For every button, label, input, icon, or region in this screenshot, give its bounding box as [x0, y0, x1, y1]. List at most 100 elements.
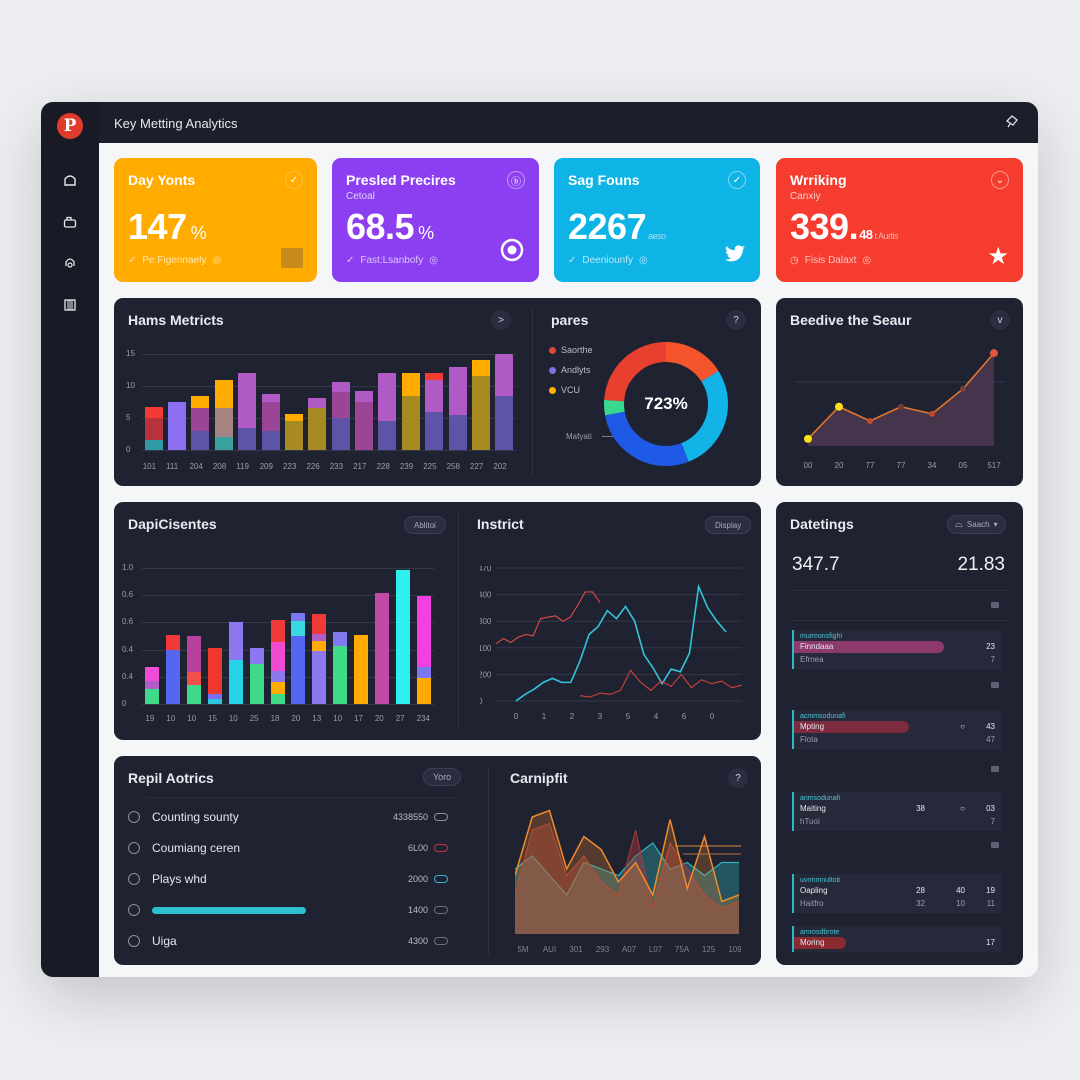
bar[interactable] [145, 568, 160, 704]
row-value: 17 [986, 938, 995, 947]
bar[interactable] [448, 354, 467, 450]
panel-title: Carnipfit [510, 770, 568, 786]
datetings-block[interactable]: murmonsfighi Finndaaa 23 Efrnea 7 [792, 630, 1001, 669]
chevron-down-button[interactable]: v [990, 310, 1010, 330]
yoro-pill[interactable]: Yoro [423, 768, 462, 786]
display-pill[interactable]: Display [705, 516, 752, 534]
legend-label: Saorthe [561, 345, 593, 355]
x-tick-label: 228 [376, 462, 390, 471]
repil-row[interactable]: Uiga 4300 [128, 930, 448, 952]
svg-text:6: 6 [682, 712, 687, 721]
help-button[interactable]: ? [728, 768, 748, 788]
repil-row[interactable]: Coumiang ceren 6L00 [128, 837, 448, 859]
bar[interactable] [331, 354, 350, 450]
row-value: 7 [990, 817, 995, 826]
toggle-chip-icon[interactable] [434, 906, 448, 914]
bar[interactable] [166, 568, 181, 704]
datetings-block[interactable]: uvrmmnultoit Oapling 28 40 19 Haitfro 32 10 11 [792, 874, 1001, 913]
beedive-area-chart: 00 20 77 77 34 05 517 [796, 338, 1004, 478]
kpi-title: Sag Founs [568, 172, 640, 188]
check-icon[interactable]: ✓ [285, 171, 303, 189]
bar[interactable] [355, 354, 374, 450]
bar[interactable] [312, 568, 327, 704]
datetings-block[interactable]: amrosdbrote Moring 17 [792, 926, 1001, 952]
bar[interactable] [425, 354, 444, 450]
bar[interactable] [308, 354, 327, 450]
legend-item[interactable]: Andlyts [549, 365, 591, 375]
bar[interactable] [168, 354, 187, 450]
bar-segment [312, 633, 327, 641]
bar[interactable] [144, 354, 163, 450]
panel-title: Repil Aotrics [128, 770, 214, 786]
bar-segment [333, 645, 348, 704]
bar[interactable] [471, 354, 490, 450]
bar[interactable] [354, 568, 368, 704]
toggle-chip-icon[interactable] [434, 937, 448, 945]
tag-settings-icon[interactable] [1004, 114, 1022, 132]
pinterest-logo-icon[interactable]: P [57, 113, 83, 139]
toggle-chip-icon[interactable] [434, 844, 448, 852]
kpi-card-wrriking[interactable]: Wrriking Canxiy 339.48 t Aurtis ◷ Fisis Da… [776, 158, 1023, 282]
repil-row[interactable]: 1400 [128, 899, 448, 921]
toggle-chip-icon[interactable] [434, 813, 448, 821]
bar[interactable] [395, 568, 410, 704]
row-value: 38 [916, 804, 925, 813]
bar[interactable] [416, 568, 431, 704]
bar[interactable] [261, 354, 280, 450]
bar[interactable] [291, 568, 306, 704]
repil-row[interactable]: Plays whd 2000 [128, 868, 448, 890]
dapi-bar-chart: 1.0 0.6 0.6 0.4 0.4 0 19 10 10 15 10 25 18 20 13 10 17 20… [122, 563, 434, 723]
block-row: Mpting ○ 43 [794, 720, 995, 733]
toggle-chip-icon[interactable] [434, 875, 448, 883]
donut-slice [604, 342, 728, 466]
datetings-block[interactable]: acmmsodunafi Mpting ○ 43 Flota 47 [792, 710, 1001, 749]
bar-segment [214, 408, 233, 438]
bar[interactable] [333, 568, 348, 704]
bar[interactable] [228, 568, 243, 704]
row-label: Oapling [800, 886, 828, 895]
repil-row[interactable]: Counting sounty 4338550 [128, 806, 448, 828]
bar[interactable] [187, 568, 202, 704]
row-value: 32 [916, 899, 925, 908]
block-row: Maiting 38 ○ 03 [800, 802, 995, 815]
calendar-grid-icon[interactable] [60, 295, 80, 315]
bar[interactable] [401, 354, 420, 450]
bar-segment [249, 664, 264, 704]
ablitoi-pill[interactable]: Ablitoi [404, 516, 446, 534]
chevron-right-button[interactable]: > [491, 310, 511, 330]
block-header: murmonsfighi [800, 633, 843, 640]
bar[interactable] [374, 568, 389, 704]
legend-item[interactable]: Saorthe [549, 345, 593, 355]
badge-icon[interactable]: ⓑ [507, 171, 525, 189]
bar[interactable] [378, 354, 397, 450]
kpi-card-presled-precires[interactable]: Presled Precires Cetoal 68.5% ✓ Fast:Lsan… [332, 158, 539, 282]
row-label: Flota [800, 735, 818, 744]
bar[interactable] [495, 354, 514, 450]
check-icon[interactable]: ✓ [728, 171, 746, 189]
bar[interactable] [249, 568, 264, 704]
bar[interactable] [208, 568, 222, 704]
datetings-block[interactable]: anmsodunafi Maiting 38 ○ 03 hTuoi 7 [792, 792, 1001, 831]
bar[interactable] [238, 354, 257, 450]
inbox-icon[interactable] [60, 212, 80, 232]
bar[interactable] [270, 568, 285, 704]
headset-icon[interactable] [60, 253, 80, 273]
bar-segment [401, 395, 420, 450]
svg-text:301: 301 [569, 945, 583, 954]
help-button[interactable]: ? [726, 310, 746, 330]
bar[interactable] [284, 354, 303, 450]
kpi-card-sag-founs[interactable]: Sag Founs 2267 aeso ✓ Deeniounfy ◎ ✓ [554, 158, 760, 282]
check-icon: ✓ [128, 255, 137, 266]
home-icon[interactable] [60, 170, 80, 190]
search-dropdown[interactable]: ⌓ Saach ▾ [947, 515, 1006, 534]
legend-item[interactable]: VCU [549, 385, 580, 395]
bar-segment [425, 373, 444, 380]
chevron-down-icon[interactable]: ⌄ [991, 171, 1009, 189]
kpi-card-day-yonts[interactable]: Day Yonts 147% ✓ Pe:Figennaely ◎ ✓ [114, 158, 317, 282]
bar[interactable] [214, 354, 233, 450]
bar[interactable] [191, 354, 210, 450]
bar-segment [144, 418, 163, 441]
bar-segment [166, 634, 181, 650]
repil-list: Counting sounty 4338550 Coumiang ceren 6L00… [114, 756, 474, 965]
svg-text:517: 517 [987, 461, 1001, 470]
